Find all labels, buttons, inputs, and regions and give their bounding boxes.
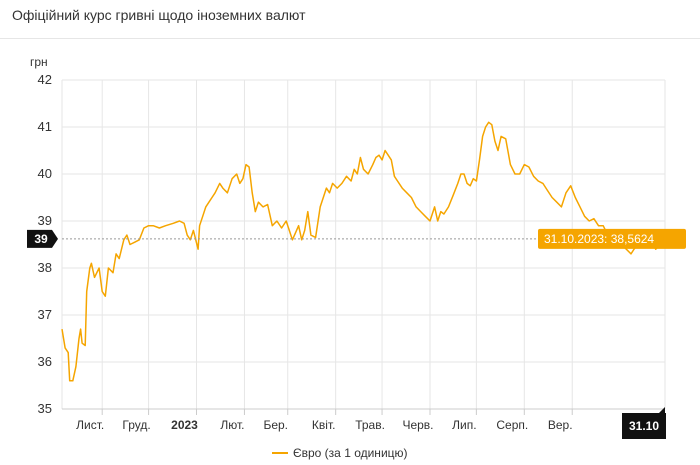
series-line-euro <box>61 121 666 382</box>
x-tick-label: Трав. <box>355 418 385 432</box>
x-tick-label: Лип. <box>452 418 476 432</box>
y-tick-label: 37 <box>38 307 52 322</box>
tooltip-text: 31.10.2023: 38,5624 <box>544 232 654 246</box>
x-tick-label: Вер. <box>548 418 573 432</box>
x-crosshair-tag-pointer <box>659 407 665 413</box>
axes: грн 35 36 37 38 39 40 41 42 Лист. Груд. 2023 Лют. Бер… <box>30 55 665 432</box>
x-tick-label: Лют. <box>220 418 244 432</box>
x-tick-label: Черв. <box>402 418 433 432</box>
legend-line-swatch <box>272 452 288 454</box>
exchange-rate-chart[interactable]: грн 35 36 37 38 39 40 41 42 Лист. Груд. 2023 Лют. Бер… <box>0 40 700 440</box>
x-tick-label: Квіт. <box>312 418 336 432</box>
grid-lines <box>61 79 666 410</box>
x-tick-label: 2023 <box>171 418 198 432</box>
x-tick-label: Серп. <box>496 418 528 432</box>
x-crosshair-tag-label: 31.10 <box>629 419 659 433</box>
series-layer <box>61 121 666 382</box>
x-tick-label: Груд. <box>122 418 150 432</box>
y-crosshair-tag-label: 39 <box>34 232 48 246</box>
y-tick-label: 38 <box>38 260 52 275</box>
y-axis-label: грн <box>30 55 48 69</box>
x-tick-label: Бер. <box>263 418 288 432</box>
overlay-layer: 39 31.10.2023: 38,5624 31.10 <box>27 228 686 439</box>
x-crosshair-tag <box>622 413 666 439</box>
legend-label: Євро (за 1 одиницю) <box>293 446 408 460</box>
title-divider <box>0 38 700 39</box>
y-crosshair-tag <box>27 229 58 248</box>
page-title: Офіційний курс гривні щодо іноземних вал… <box>12 7 306 23</box>
y-tick-label: 35 <box>38 401 52 416</box>
tooltip-pointer <box>659 234 665 243</box>
y-tick-label: 36 <box>38 354 52 369</box>
y-tick-label: 41 <box>38 119 52 134</box>
y-tick-label: 40 <box>38 166 52 181</box>
y-tick-label: 42 <box>38 72 52 87</box>
tooltip-box <box>538 228 686 249</box>
y-tick-label: 39 <box>38 213 52 228</box>
legend-item[interactable]: Євро (за 1 одиницю) <box>272 446 408 460</box>
x-tick-label: Лист. <box>76 418 104 432</box>
